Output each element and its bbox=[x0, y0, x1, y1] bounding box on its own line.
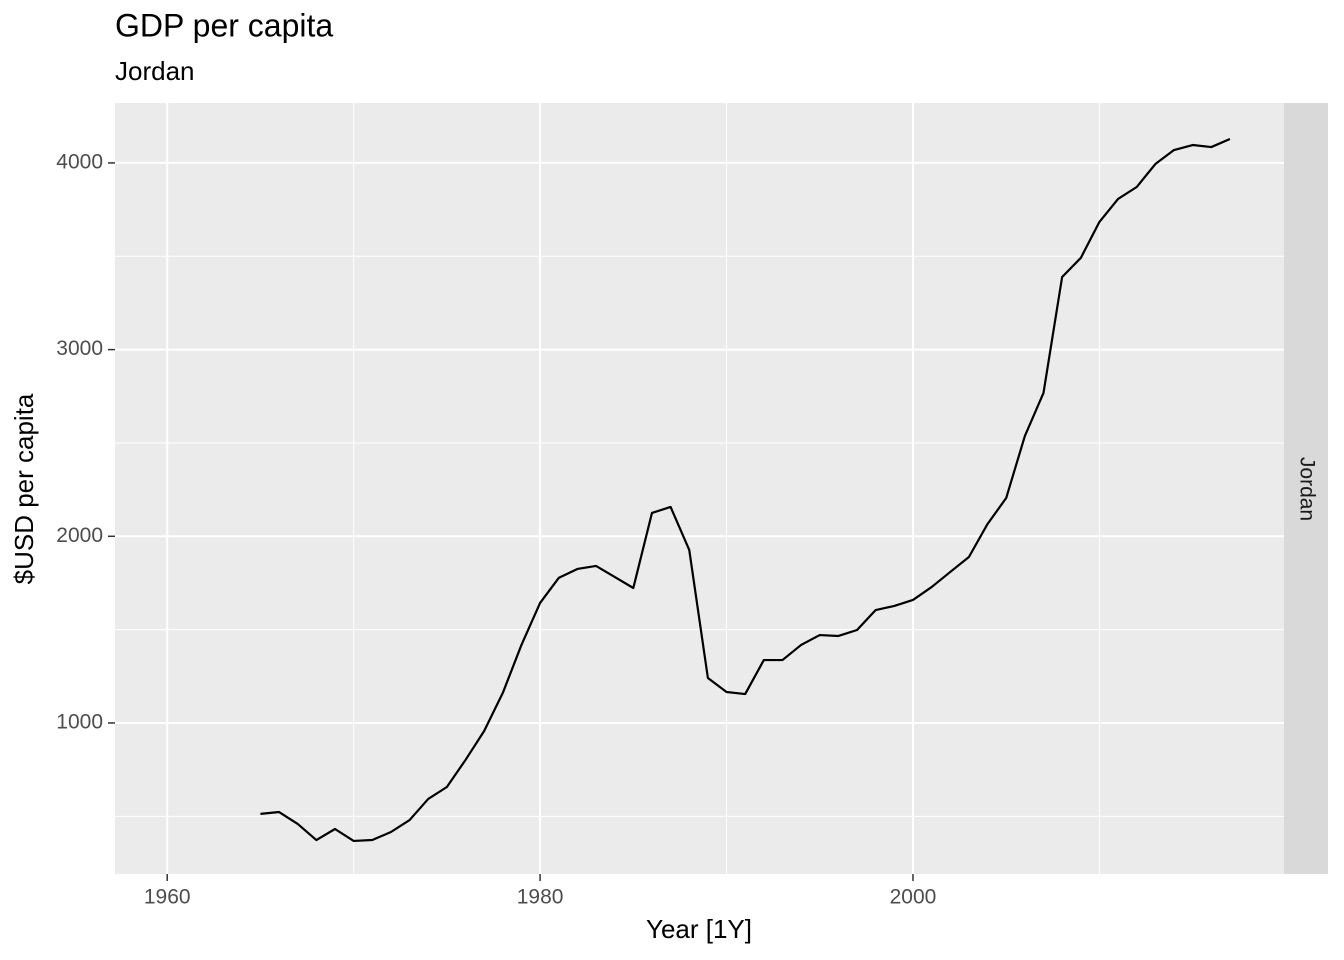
chart-title: GDP per capita bbox=[115, 7, 333, 43]
x-tick-label: 1960 bbox=[144, 886, 191, 909]
x-axis-title: Year [1Y] bbox=[646, 914, 752, 944]
line bbox=[260, 138, 1231, 843]
x-tick-label: 1980 bbox=[517, 886, 564, 909]
chart-subtitle: Jordan bbox=[115, 56, 195, 86]
x-tick-label: 2000 bbox=[890, 886, 937, 909]
y-tick-label: 3000 bbox=[56, 337, 103, 360]
y-tick-label: 1000 bbox=[56, 711, 103, 734]
y-tick-label: 2000 bbox=[56, 524, 103, 547]
facet-strip bbox=[1284, 103, 1328, 874]
panel bbox=[115, 103, 1284, 874]
facet-label: Jordan bbox=[1295, 457, 1318, 521]
y-tick-label: 4000 bbox=[56, 150, 103, 173]
y-axis-title: $USD per capita bbox=[9, 393, 39, 584]
